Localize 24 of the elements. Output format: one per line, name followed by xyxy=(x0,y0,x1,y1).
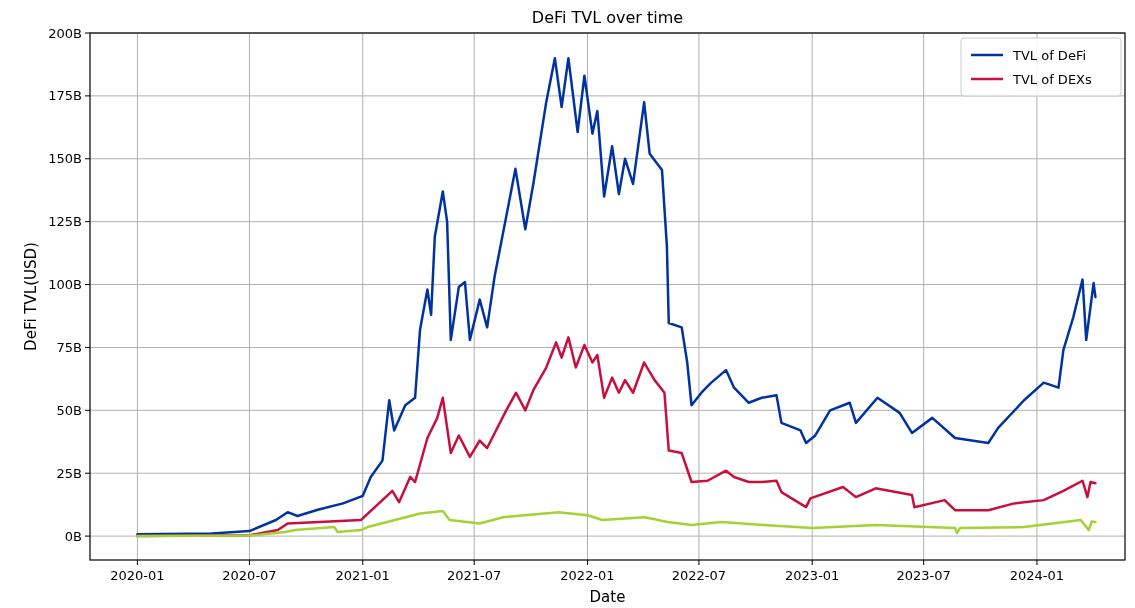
x-tick-label: 2024-01 xyxy=(1009,568,1065,583)
x-tick-label: 2021-01 xyxy=(335,568,390,583)
y-tick-label: 50B xyxy=(56,402,82,418)
x-tick-label: 2023-01 xyxy=(785,568,840,583)
x-tick-label: 2020-01 xyxy=(110,568,165,583)
chart-title: DeFi TVL over time xyxy=(531,8,684,27)
line-series xyxy=(136,509,1097,538)
y-tick-label: 150B xyxy=(48,151,82,167)
y-tick-label: 25B xyxy=(56,465,82,481)
legend-label: TVL of DeFi xyxy=(1012,47,1087,63)
y-axis-title: DeFi TVL(USD) xyxy=(22,242,40,351)
x-tick-label: 2020-07 xyxy=(222,568,277,583)
x-tick-label: 2023-07 xyxy=(896,568,951,583)
legend-label: TVL of DEXs xyxy=(1012,71,1092,87)
y-tick-label: 175B xyxy=(48,88,82,104)
x-tick-label: 2022-01 xyxy=(560,568,615,583)
y-tick-label: 0B xyxy=(64,528,82,544)
y-tick-label: 125B xyxy=(48,214,82,230)
y-tick-label: 75B xyxy=(56,339,82,355)
y-tick-label: 200B xyxy=(48,25,82,41)
x-axis-title: Date xyxy=(589,588,626,606)
x-tick-label: 2021-07 xyxy=(447,568,502,583)
x-tick-label: 2022-07 xyxy=(671,568,727,583)
y-tick-label: 100B xyxy=(48,277,82,293)
